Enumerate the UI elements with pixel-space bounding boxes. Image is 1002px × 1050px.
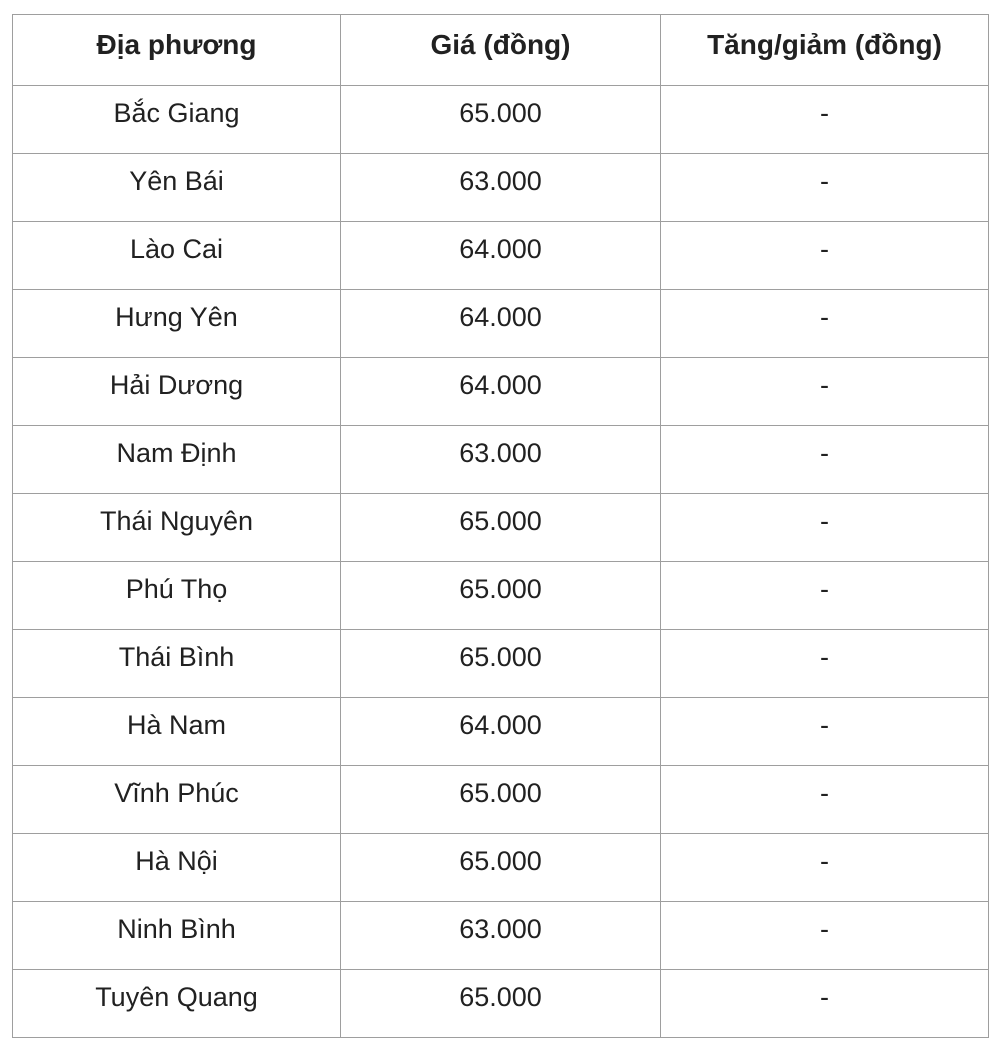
table-row: Thái Nguyên 65.000- <box>12 493 989 562</box>
locality-cell: Yên Bái <box>12 153 341 222</box>
price-cell: 65.000 <box>340 969 661 1038</box>
table-row: Vĩnh Phúc 65.000- <box>12 765 989 834</box>
price-cell: 65.000 <box>340 765 661 834</box>
header-change: Tăng/giảm (đồng) <box>660 14 989 86</box>
locality-cell: Vĩnh Phúc <box>12 765 341 834</box>
table-row: Hà Nam 64.000- <box>12 697 989 766</box>
change-cell: - <box>660 697 989 766</box>
table-row: Hưng Yên 64.000- <box>12 289 989 358</box>
locality-cell: Lào Cai <box>12 221 341 290</box>
price-table-body: Bắc Giang 65.000- Yên Bái 63.000- Lào Cai 64.… <box>12 85 989 1038</box>
price-cell: 65.000 <box>340 561 661 630</box>
table-row: Ninh Bình 63.000- <box>12 901 989 970</box>
price-cell: 65.000 <box>340 85 661 154</box>
table-row: Thái Bình 65.000- <box>12 629 989 698</box>
table-row: Tuyên Quang 65.000- <box>12 969 989 1038</box>
change-cell: - <box>660 901 989 970</box>
price-cell: 64.000 <box>340 357 661 426</box>
price-table: Địa phương Giá (đồng) Tăng/giảm (đồng) B… <box>12 14 989 1038</box>
price-cell: 64.000 <box>340 221 661 290</box>
locality-cell: Bắc Giang <box>12 85 341 154</box>
change-cell: - <box>660 833 989 902</box>
change-cell: - <box>660 289 989 358</box>
table-row: Phú Thọ 65.000- <box>12 561 989 630</box>
locality-cell: Hà Nam <box>12 697 341 766</box>
change-cell: - <box>660 765 989 834</box>
locality-cell: Nam Định <box>12 425 341 494</box>
price-cell: 65.000 <box>340 629 661 698</box>
change-cell: - <box>660 493 989 562</box>
table-row: Bắc Giang 65.000- <box>12 85 989 154</box>
locality-cell: Tuyên Quang <box>12 969 341 1038</box>
change-cell: - <box>660 561 989 630</box>
table-row: Hải Dương 64.000- <box>12 357 989 426</box>
change-cell: - <box>660 629 989 698</box>
price-cell: 65.000 <box>340 833 661 902</box>
header-locality: Địa phương <box>12 14 341 86</box>
table-row: Hà Nội 65.000- <box>12 833 989 902</box>
change-cell: - <box>660 221 989 290</box>
table-row: Lào Cai 64.000- <box>12 221 989 290</box>
change-cell: - <box>660 969 989 1038</box>
table-row: Nam Định 63.000- <box>12 425 989 494</box>
price-cell: 65.000 <box>340 493 661 562</box>
price-cell: 64.000 <box>340 289 661 358</box>
change-cell: - <box>660 357 989 426</box>
locality-cell: Ninh Bình <box>12 901 341 970</box>
locality-cell: Phú Thọ <box>12 561 341 630</box>
change-cell: - <box>660 425 989 494</box>
header-row: Địa phương Giá (đồng) Tăng/giảm (đồng) <box>12 14 989 86</box>
locality-cell: Hưng Yên <box>12 289 341 358</box>
locality-cell: Thái Nguyên <box>12 493 341 562</box>
table-row: Yên Bái 63.000- <box>12 153 989 222</box>
price-cell: 63.000 <box>340 901 661 970</box>
price-cell: 64.000 <box>340 697 661 766</box>
header-price: Giá (đồng) <box>340 14 661 86</box>
locality-cell: Hải Dương <box>12 357 341 426</box>
locality-cell: Hà Nội <box>12 833 341 902</box>
change-cell: - <box>660 85 989 154</box>
price-cell: 63.000 <box>340 425 661 494</box>
price-cell: 63.000 <box>340 153 661 222</box>
locality-cell: Thái Bình <box>12 629 341 698</box>
change-cell: - <box>660 153 989 222</box>
